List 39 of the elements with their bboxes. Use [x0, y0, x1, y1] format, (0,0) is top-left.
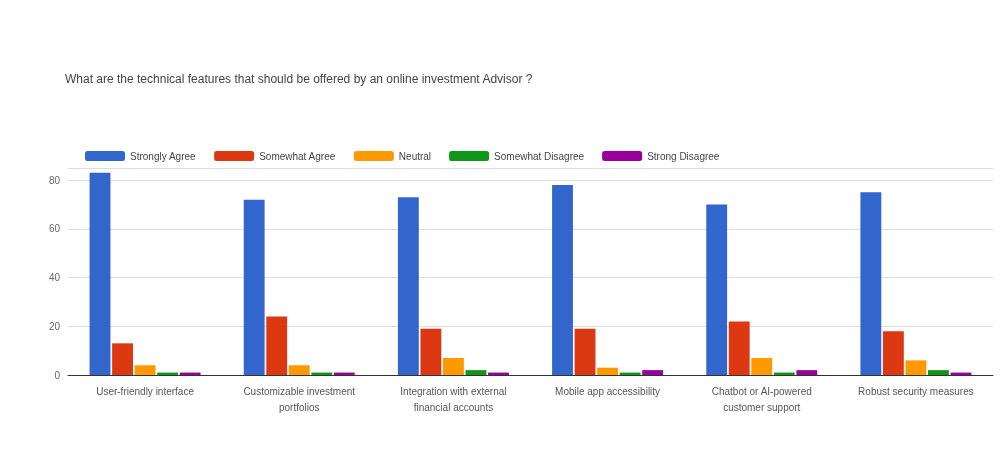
bar [288, 365, 310, 375]
bar [751, 357, 773, 375]
legend-label: Somewhat Agree [259, 150, 336, 162]
x-tick-label: Customizable investment portfolios [243, 385, 356, 413]
x-tick-label: Integration with external financial accounts [400, 385, 507, 413]
bar [465, 370, 487, 375]
bar [706, 204, 728, 375]
x-tick-label: Chatbot or AI-powered customer support [711, 385, 812, 413]
bar [442, 357, 464, 375]
x-tick-label: User-friendly interface [96, 385, 195, 397]
y-tick-label: 60 [48, 223, 61, 235]
bar [552, 185, 573, 375]
bar [597, 367, 619, 375]
bar [243, 199, 265, 375]
y-tick-label: 0 [54, 369, 61, 381]
bar [905, 360, 927, 375]
bar [420, 328, 442, 375]
chart-title: What are the technical features that should be offered by an online investment Advisor ? [65, 72, 533, 86]
legend-label: Strong Disagree [647, 150, 720, 162]
bar [728, 321, 750, 375]
x-tick-label: Robust security measures [858, 385, 974, 397]
bar [89, 172, 111, 375]
bar [928, 370, 949, 375]
legend-label: Strongly Agree [130, 150, 197, 162]
bar [266, 316, 288, 375]
bar [397, 197, 419, 375]
x-tick-label: Mobile app accessibility [555, 385, 661, 397]
y-tick-label: 80 [48, 174, 61, 186]
bar [112, 343, 133, 375]
bar [882, 331, 904, 375]
bar [796, 370, 818, 375]
legend-label: Neutral [398, 150, 432, 162]
bar [134, 365, 156, 375]
bar [860, 192, 882, 375]
y-tick-label: 40 [48, 272, 61, 284]
legend-label: Somewhat Disagree [494, 150, 585, 162]
y-tick-label: 20 [48, 320, 61, 332]
bar [642, 370, 664, 375]
bar [574, 328, 596, 375]
